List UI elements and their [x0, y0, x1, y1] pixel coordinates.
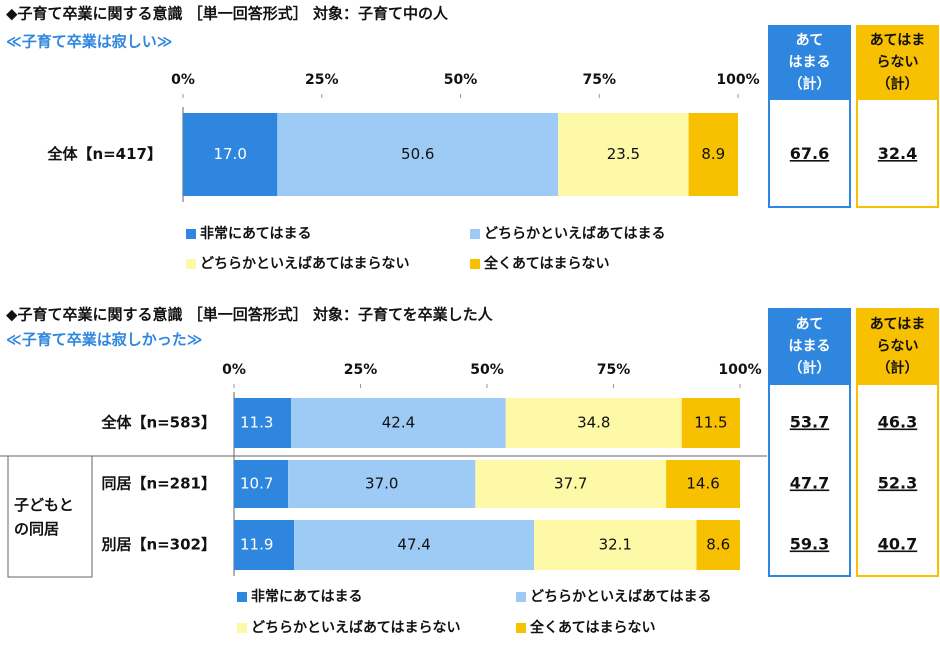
summary-header-text: （計） [789, 360, 831, 377]
legend-label: どちらかといえばあてはまらない [251, 620, 460, 636]
data-label: 10.7 [240, 475, 273, 493]
x-tick-label: 75% [597, 362, 631, 378]
data-label: 50.6 [401, 145, 434, 163]
x-tick-label: 0% [171, 72, 195, 88]
summary-header-text: らない [877, 339, 919, 355]
bar-segment [681, 398, 740, 448]
bar-segment [696, 520, 740, 570]
summary-header-text: らない [877, 55, 919, 71]
legend-label: 非常にあてはまる [251, 588, 362, 605]
data-label: 32.1 [599, 536, 632, 554]
data-label: 23.5 [607, 145, 640, 163]
category-label: 全体【n=417】 [46, 145, 162, 163]
category-label: 別居【n=302】 [100, 536, 216, 554]
summary-box [856, 25, 939, 208]
legend-swatch [470, 259, 480, 269]
data-label: 11.3 [240, 414, 273, 432]
summary-value: 46.3 [878, 413, 917, 432]
data-label: 8.6 [706, 536, 730, 554]
summary-header-text: あてはま [870, 33, 925, 49]
data-label: 11.5 [694, 414, 727, 432]
summary-header [768, 25, 851, 100]
group-label: 子どもと [14, 496, 74, 514]
summary-box [856, 308, 939, 577]
category-label: 同居【n=281】 [101, 475, 216, 493]
summary-header [856, 308, 939, 385]
summary-value: 67.6 [790, 144, 829, 163]
bar-segment [277, 113, 559, 196]
data-label: 14.6 [686, 475, 719, 493]
summary-header-text: （計） [877, 76, 919, 93]
x-tick-label: 50% [470, 362, 504, 378]
bar-segment [534, 520, 697, 570]
summary-value: 40.7 [878, 535, 917, 554]
summary-value: 53.7 [790, 413, 829, 432]
legend-swatch [516, 592, 526, 602]
legend-swatch [237, 623, 247, 633]
category-label: 全体【n=583】 [100, 414, 216, 432]
data-label: 11.9 [240, 536, 273, 554]
legend-swatch [470, 229, 480, 239]
legend-label: どちらかといえばあてはまる [484, 226, 665, 242]
data-label: 37.0 [365, 475, 398, 493]
summary-box [768, 25, 851, 208]
summary-value: 59.3 [790, 535, 829, 554]
summary-header-text: （計） [789, 76, 831, 93]
summary-value: 52.3 [878, 474, 917, 493]
chart-subtitle: ≪子育て卒業は寂しい≫ [6, 33, 172, 51]
group-box [7, 455, 93, 578]
legend-label: 全くあてはまらない [483, 255, 609, 272]
summary-header-text: あてはま [870, 317, 925, 333]
x-tick-label: 75% [582, 72, 616, 88]
summary-header-text: （計） [877, 360, 919, 377]
bar-segment [505, 398, 682, 448]
x-tick-label: 100% [716, 72, 759, 88]
bar-segment [475, 460, 667, 508]
legend-label: 非常にあてはまる [200, 225, 311, 242]
legend-swatch [186, 229, 196, 239]
data-label: 17.0 [213, 145, 246, 163]
bar-segment [234, 520, 295, 570]
summary-header-text: はまる [789, 55, 831, 71]
x-tick-label: 100% [718, 362, 761, 378]
bar-segment [291, 398, 506, 448]
bar-segment [294, 520, 535, 570]
group-label: の同居 [14, 520, 59, 538]
chart-title: ◆子育て卒業に関する意識 ［単一回答形式］ 対象：子育て中の人 [6, 5, 449, 23]
legend-label: 全くあてはまらない [529, 619, 655, 636]
data-label: 34.8 [577, 414, 610, 432]
summary-header [856, 25, 939, 100]
legend-swatch [186, 259, 196, 269]
bar-segment [183, 113, 278, 196]
legend-label: どちらかといえばあてはまらない [200, 256, 409, 272]
data-label: 8.9 [701, 145, 725, 163]
data-label: 37.7 [554, 475, 587, 493]
legend-label: どちらかといえばあてはまる [530, 589, 711, 605]
data-label: 47.4 [397, 536, 430, 554]
legend-swatch [516, 623, 526, 633]
summary-header [768, 308, 851, 385]
summary-box [768, 308, 851, 577]
x-tick-label: 0% [222, 362, 246, 378]
chart-subtitle: ≪子育て卒業は寂しかった≫ [6, 331, 202, 349]
bar-segment [666, 460, 740, 508]
bar-segment [688, 113, 738, 196]
data-label: 42.4 [382, 414, 415, 432]
summary-header-text: はまる [789, 339, 831, 355]
chart-title: ◆子育て卒業に関する意識 ［単一回答形式］ 対象：子育てを卒業した人 [6, 306, 494, 324]
x-tick-label: 50% [444, 72, 478, 88]
summary-value: 47.7 [790, 474, 829, 493]
bar-segment [558, 113, 689, 196]
x-tick-label: 25% [305, 72, 339, 88]
summary-header-text: あて [796, 33, 824, 49]
summary-header-text: あて [796, 317, 824, 333]
bar-segment [234, 398, 292, 448]
bar-segment [288, 460, 476, 508]
bar-segment [234, 460, 289, 508]
legend-swatch [237, 592, 247, 602]
summary-value: 32.4 [878, 144, 917, 163]
x-tick-label: 25% [344, 362, 378, 378]
